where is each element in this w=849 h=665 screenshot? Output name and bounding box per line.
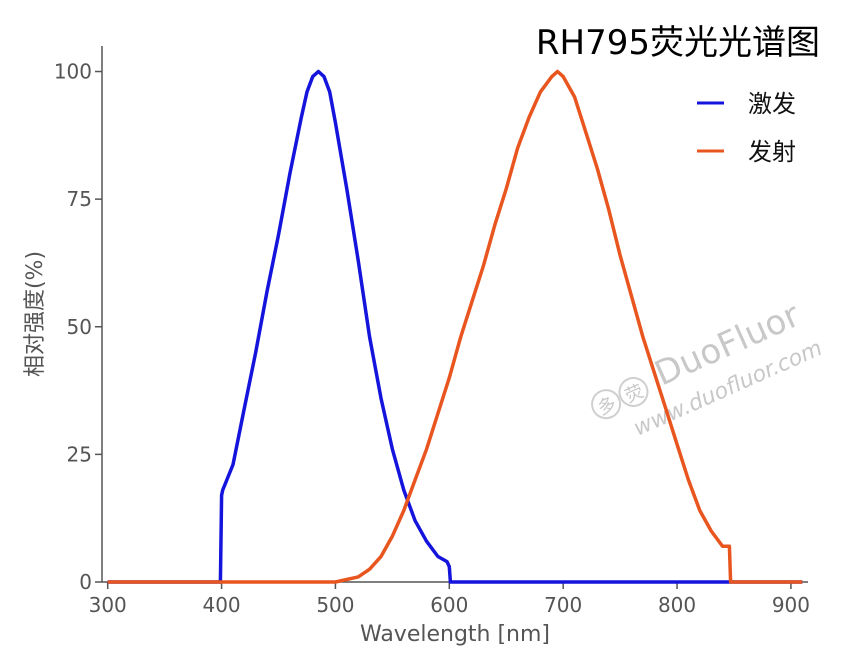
y-tick-label: 100 xyxy=(54,60,92,84)
watermark: 多 荧 DuoFluor www.duofluor.com xyxy=(591,295,826,441)
x-axis-title: Wavelength [nm] xyxy=(360,622,550,647)
axes xyxy=(101,46,808,583)
x-tick-label: 400 xyxy=(202,593,240,617)
x-tick-label: 800 xyxy=(658,593,696,617)
y-axis-title: 相对强度(%) xyxy=(23,251,48,377)
chart-title: RH795荧光光谱图 xyxy=(536,23,820,63)
x-tick-label: 600 xyxy=(430,593,468,617)
legend-label: 发射 xyxy=(748,138,796,166)
y-tick-label: 75 xyxy=(67,187,92,211)
y-tick-label: 25 xyxy=(67,442,92,466)
series-line-excitation xyxy=(107,69,803,584)
y-tick-label: 0 xyxy=(79,570,92,594)
ticks: 300 400 500 600 700 800 900 0 25 50 75 100 xyxy=(54,60,810,617)
x-tick-label: 300 xyxy=(89,593,127,617)
y-tick-label: 50 xyxy=(67,315,92,339)
x-tick-label: 500 xyxy=(316,593,354,617)
x-tick-label: 900 xyxy=(772,593,810,617)
series-layer xyxy=(107,69,803,584)
series-line-emission xyxy=(107,69,803,584)
x-tick-label: 700 xyxy=(544,593,582,617)
watermark-logo: 多 荧 xyxy=(591,376,649,420)
legend-label: 激发 xyxy=(748,90,796,118)
